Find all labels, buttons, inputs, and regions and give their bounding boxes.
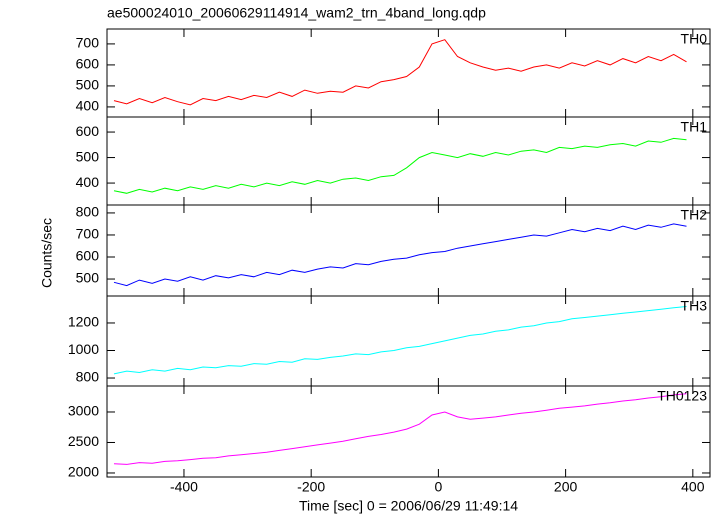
y-tick-label: 1200 — [68, 314, 99, 330]
y-tick-label: 500 — [76, 270, 100, 286]
y-tick-label: 500 — [76, 77, 100, 93]
y-tick-label: 700 — [76, 226, 100, 242]
panel-label: TH0123 — [657, 388, 707, 404]
y-tick-label: 600 — [76, 248, 100, 264]
data-line — [113, 137, 687, 194]
y-tick-label: 3000 — [68, 403, 99, 419]
panel-label: TH1 — [681, 119, 708, 135]
panel-frame — [106, 116, 711, 206]
y-tick-label: 800 — [76, 369, 100, 385]
y-tick-label: 400 — [76, 98, 100, 114]
x-axis-label: Time [sec] 0 = 2006/06/29 11:49:14 — [299, 498, 518, 514]
chart-title: ae500024010_20060629114914_wam2_trn_4ban… — [107, 5, 486, 21]
y-tick-label: 700 — [76, 35, 100, 51]
y-tick-label: 600 — [76, 123, 100, 139]
panel-label: TH3 — [681, 298, 708, 314]
y-tick-label: 1000 — [68, 341, 99, 357]
x-tick-label: 400 — [681, 479, 705, 495]
panel-frame — [106, 385, 711, 478]
y-tick-label: 2500 — [68, 433, 99, 449]
panel-frame — [106, 204, 711, 297]
x-tick-label: -200 — [297, 479, 325, 495]
y-tick-label: 500 — [76, 148, 100, 164]
x-tick-label: 0 — [434, 479, 442, 495]
y-tick-label: 2000 — [68, 464, 99, 480]
data-line — [113, 306, 687, 375]
y-tick-label: 800 — [76, 204, 100, 220]
panel-label: TH2 — [681, 207, 708, 223]
y-tick-label: 400 — [76, 174, 100, 190]
y-axis-label: Counts/sec — [39, 218, 55, 288]
data-line — [113, 39, 687, 106]
x-tick-label: -400 — [170, 479, 198, 495]
panel-label: TH0 — [681, 31, 708, 47]
panel-frame — [106, 295, 711, 387]
data-line — [113, 393, 687, 465]
panel-frame — [106, 28, 711, 118]
x-tick-label: 200 — [554, 479, 578, 495]
data-line — [113, 223, 687, 287]
y-tick-label: 600 — [76, 56, 100, 72]
